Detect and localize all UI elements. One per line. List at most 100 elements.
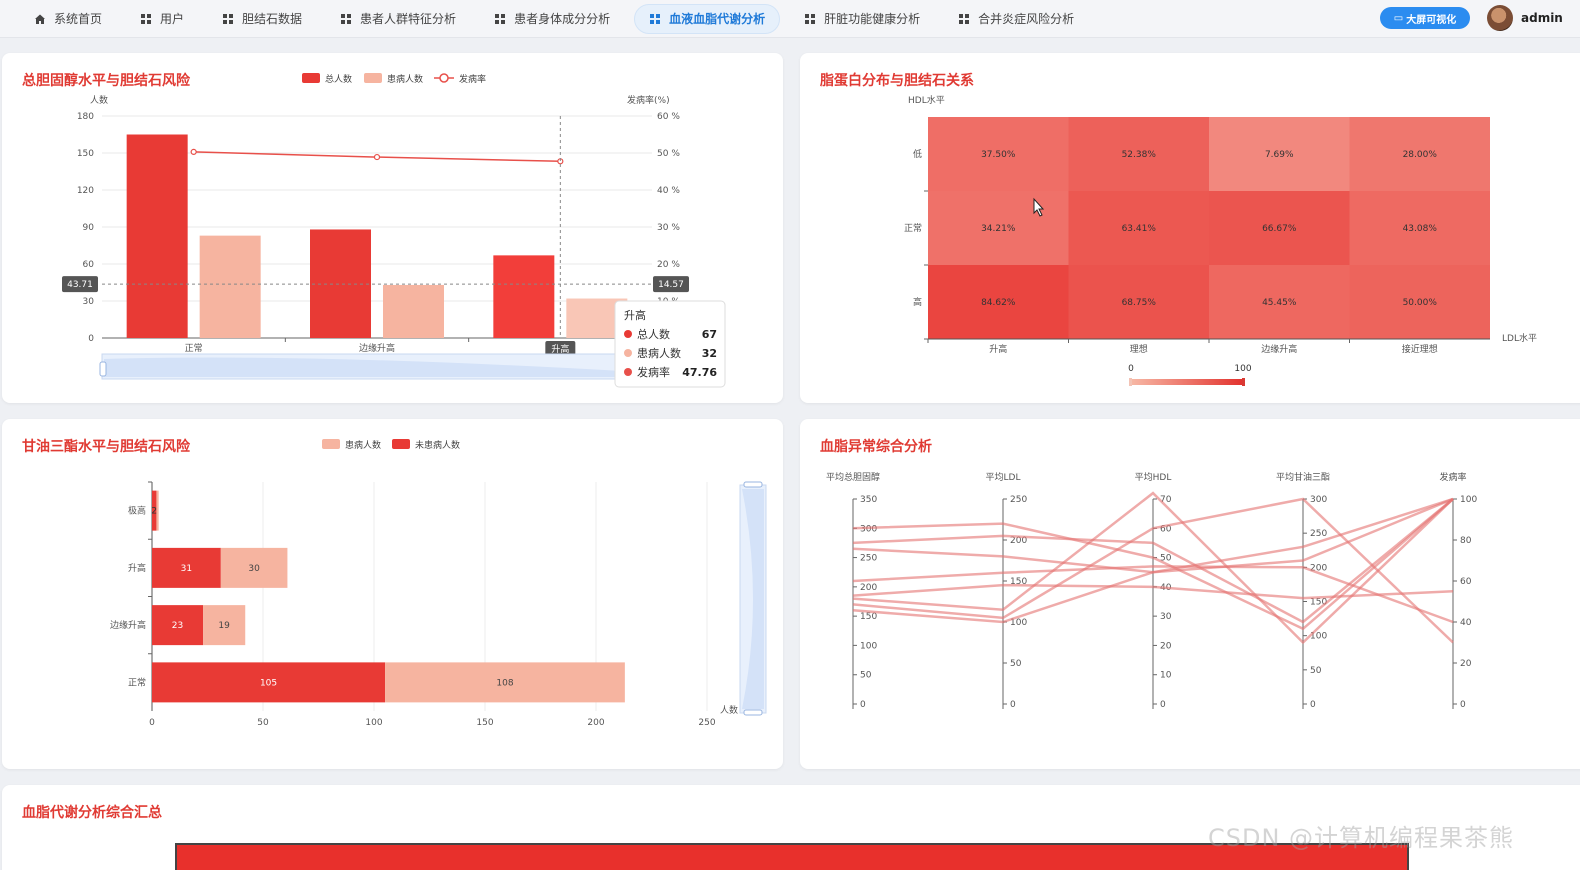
bar-label-pink: 19	[218, 621, 230, 631]
visual-map-handle[interactable]	[1242, 378, 1245, 386]
visual-map-max: 100	[1234, 364, 1251, 374]
y-tick-right: 30 %	[657, 223, 680, 233]
legend-label: 总人数	[325, 73, 352, 85]
crosshair-x-value: 升高	[551, 343, 569, 355]
bar-label-red: 31	[181, 564, 192, 574]
vertical-zoom-handle[interactable]	[743, 481, 763, 488]
nav-item-6[interactable]: 肝脏功能健康分析	[790, 4, 934, 34]
heatmap-cell-label: 63.41%	[1122, 224, 1157, 234]
bar-patients	[383, 284, 444, 338]
nav-item-3[interactable]: 患者人群特征分析	[326, 4, 470, 34]
parallel-tick-label: 40	[1460, 618, 1472, 628]
y-tick-left: 120	[77, 186, 94, 196]
x-tick-label: 50	[257, 718, 269, 728]
y-tick-left: 180	[77, 112, 94, 122]
parallel-tick-label: 150	[1310, 598, 1327, 608]
parallel-axis-name: 平均总胆固醇	[826, 471, 880, 483]
y-axis-label-right: 发病率(%)	[627, 94, 670, 106]
heatmap-cell	[1068, 265, 1209, 339]
heatmap-cell-label: 68.75%	[1122, 298, 1157, 308]
crosshair-left-badge	[62, 276, 98, 293]
parallel-tick-label: 200	[860, 583, 877, 593]
grid-icon	[958, 13, 970, 25]
heatmap-x-label: LDL水平	[1502, 332, 1537, 344]
y-tick-label: 极高	[128, 505, 146, 517]
x-tick-label: 正常	[185, 342, 203, 354]
parallel-tick-label: 100	[1460, 495, 1477, 505]
parallel-tick-label: 80	[1460, 536, 1472, 546]
bar-healthy	[152, 490, 157, 531]
x-tick-label: 250	[698, 718, 715, 728]
bar-label-red: 23	[172, 621, 183, 631]
heatmap-col-label: 升高	[989, 343, 1007, 355]
heatmap-cell	[1209, 117, 1350, 191]
nav-item-2[interactable]: 胆结石数据	[208, 4, 316, 34]
parallel-tick-label: 50	[860, 671, 872, 681]
visual-map-bar[interactable]	[1130, 379, 1245, 385]
legend-label: 未患病人数	[415, 439, 460, 451]
legend-marker	[439, 73, 449, 83]
summary-card: 血脂代谢分析综合汇总	[2, 785, 1580, 870]
nav-item-label: 系统首页	[54, 12, 103, 26]
bar-patients	[385, 662, 625, 703]
nav-item-1[interactable]: 用户	[126, 4, 198, 34]
data-zoom-shadow	[104, 357, 622, 377]
y-tick-label: 正常	[128, 676, 146, 688]
parallel-series-line	[852, 497, 1454, 624]
nav-item-4[interactable]: 患者身体成分分析	[480, 4, 624, 34]
heatmap-cell	[1209, 191, 1350, 265]
tooltip-row-name: 发病率	[637, 365, 670, 379]
parallel-tick-label: 150	[860, 612, 877, 622]
parallel-tick-label: 50	[1160, 554, 1172, 564]
x-tick-label: 100	[365, 718, 382, 728]
crosshair-x-badge	[545, 341, 576, 356]
parallel-tick-label: 200	[1310, 563, 1327, 573]
bar-patients	[156, 490, 159, 531]
tooltip-marker	[624, 330, 632, 338]
nav-item-label: 患者身体成分分析	[514, 12, 611, 26]
nav-item-7[interactable]: 合并炎症风险分析	[944, 4, 1088, 34]
y-tick-left: 0	[88, 334, 94, 344]
parallel-tick-label: 50	[1010, 659, 1022, 669]
crosshair-left-value: 43.71	[67, 280, 93, 290]
heatmap-cell	[1209, 265, 1350, 339]
parallel-tick-label: 250	[860, 554, 877, 564]
parallel-tick-label: 70	[1160, 495, 1172, 505]
bar-label-red: 105	[260, 678, 277, 688]
nav-item-0[interactable]: 系统首页	[20, 4, 116, 34]
nav-item-5[interactable]: 血液血脂代谢分析	[634, 3, 781, 34]
tooltip-marker	[624, 349, 632, 357]
triglyceride-chart: 患病人数 未患病人数 0 50 100 150 200 250 人数 极高 2 升高 31 30 边缘升高 2…	[110, 439, 767, 728]
bar-label-red: 2	[151, 507, 157, 517]
bar-label-pink: 30	[248, 564, 260, 574]
tooltip-row-value: 32	[702, 347, 717, 360]
y-tick-label: 升高	[128, 562, 146, 574]
heatmap-col-label: 理想	[1130, 343, 1148, 355]
parallel-tick-label: 0	[1460, 700, 1466, 710]
y-tick-left: 60	[83, 260, 95, 270]
heatmap-cell-label: 52.38%	[1122, 150, 1157, 160]
parallel-tick-label: 0	[1010, 700, 1016, 710]
tooltip-row-name: 患病人数	[637, 346, 681, 360]
triglyceride-card: 甘油三酯水平与胆结石风险 患病人数 未患病人数 0 50 100 150 200 250 人数 极…	[2, 419, 783, 769]
user-name[interactable]: admin	[1521, 11, 1563, 25]
bar-total	[493, 255, 555, 338]
vertical-zoom-handle[interactable]	[743, 709, 763, 716]
data-zoom-handle[interactable]	[99, 361, 107, 377]
parallel-tick-label: 250	[1310, 529, 1327, 539]
y-tick-right: 60 %	[657, 112, 680, 122]
x-tick-label: 150	[476, 718, 493, 728]
avatar[interactable]	[1487, 5, 1513, 31]
x-axis-label: 人数	[720, 704, 738, 716]
nav-item-label: 血液血脂代谢分析	[669, 12, 766, 26]
grid-icon	[340, 13, 352, 25]
bar-healthy	[152, 605, 204, 646]
big-screen-button[interactable]: ▭ 大屏可视化	[1380, 7, 1470, 29]
mouse-cursor-icon	[1033, 197, 1045, 217]
parallel-tick-label: 300	[860, 524, 877, 534]
tooltip-marker	[624, 368, 632, 376]
heatmap-cell-label: 50.00%	[1403, 298, 1438, 308]
incidence-point	[373, 153, 381, 161]
visual-map-handle[interactable]	[1129, 378, 1132, 386]
big-screen-label: 大屏可视化	[1406, 14, 1457, 26]
